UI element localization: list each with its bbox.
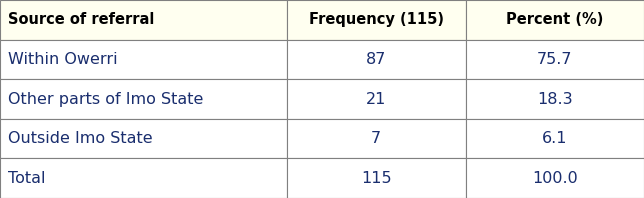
Text: 7: 7	[371, 131, 381, 146]
Text: Source of referral: Source of referral	[8, 12, 154, 27]
Bar	[466, 79, 644, 119]
Text: Percent (%): Percent (%)	[506, 12, 603, 27]
Text: 87: 87	[366, 52, 386, 67]
Bar	[287, 158, 466, 198]
Bar	[287, 40, 466, 79]
Bar	[0, 119, 287, 158]
Bar	[0, 79, 287, 119]
Bar	[0, 0, 287, 40]
Bar	[466, 158, 644, 198]
Text: 21: 21	[366, 91, 386, 107]
Text: Frequency (115): Frequency (115)	[308, 12, 444, 27]
Bar	[0, 40, 287, 79]
Bar	[287, 79, 466, 119]
Text: 18.3: 18.3	[537, 91, 573, 107]
Text: Other parts of Imo State: Other parts of Imo State	[8, 91, 203, 107]
Text: 115: 115	[361, 171, 392, 186]
Text: Within Owerri: Within Owerri	[8, 52, 117, 67]
Bar	[466, 0, 644, 40]
Text: 75.7: 75.7	[537, 52, 573, 67]
Bar	[287, 119, 466, 158]
Text: Total: Total	[8, 171, 45, 186]
Text: Outside Imo State: Outside Imo State	[8, 131, 153, 146]
Bar	[287, 0, 466, 40]
Text: 6.1: 6.1	[542, 131, 567, 146]
Bar	[0, 158, 287, 198]
Bar	[466, 40, 644, 79]
Text: 100.0: 100.0	[532, 171, 578, 186]
Bar	[466, 119, 644, 158]
